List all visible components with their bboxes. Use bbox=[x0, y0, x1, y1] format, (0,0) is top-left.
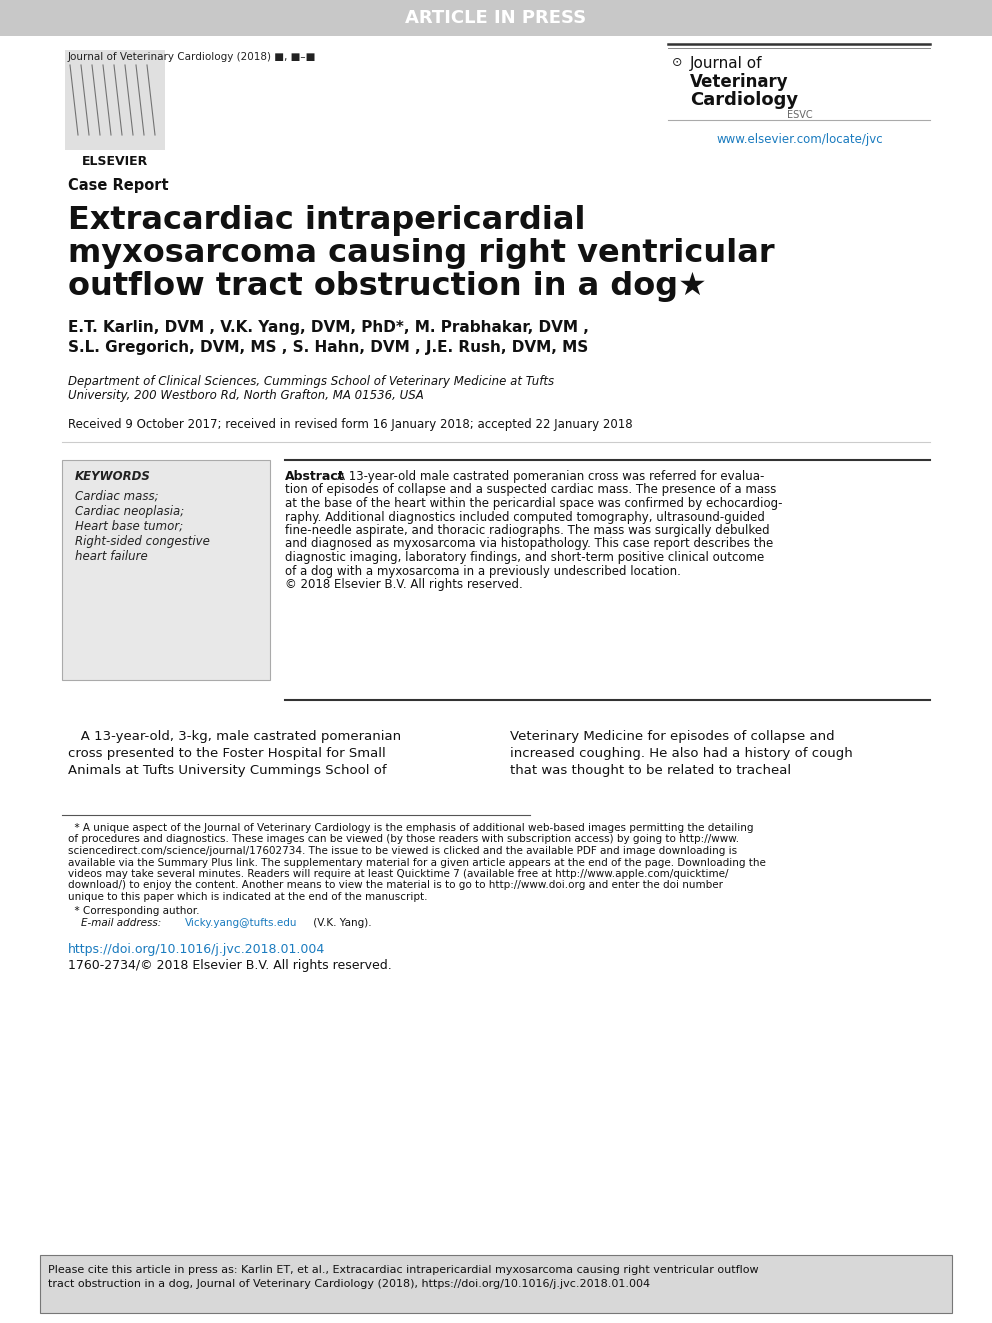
Text: ELSEVIER: ELSEVIER bbox=[82, 155, 148, 168]
Text: University, 200 Westboro Rd, North Grafton, MA 01536, USA: University, 200 Westboro Rd, North Graft… bbox=[68, 389, 424, 402]
Text: tract obstruction in a dog, Journal of Veterinary Cardiology (2018), https://doi: tract obstruction in a dog, Journal of V… bbox=[48, 1279, 650, 1289]
Text: increased coughing. He also had a history of cough: increased coughing. He also had a histor… bbox=[510, 747, 853, 759]
Text: Department of Clinical Sciences, Cummings School of Veterinary Medicine at Tufts: Department of Clinical Sciences, Cumming… bbox=[68, 374, 555, 388]
Text: S.L. Gregorich, DVM, MS , S. Hahn, DVM , J.E. Rush, DVM, MS: S.L. Gregorich, DVM, MS , S. Hahn, DVM ,… bbox=[68, 340, 588, 355]
Text: https://doi.org/10.1016/j.jvc.2018.01.004: https://doi.org/10.1016/j.jvc.2018.01.00… bbox=[68, 943, 325, 957]
Text: tion of episodes of collapse and a suspected cardiac mass. The presence of a mas: tion of episodes of collapse and a suspe… bbox=[285, 483, 777, 496]
Bar bbox=[62, 460, 270, 680]
Text: download/) to enjoy the content. Another means to view the material is to go to : download/) to enjoy the content. Another… bbox=[68, 881, 723, 890]
Text: Journal of Veterinary Cardiology (2018) ■, ■–■: Journal of Veterinary Cardiology (2018) … bbox=[68, 52, 316, 62]
Text: cross presented to the Foster Hospital for Small: cross presented to the Foster Hospital f… bbox=[68, 747, 386, 759]
Text: Veterinary: Veterinary bbox=[690, 73, 789, 91]
Text: sciencedirect.com/science/journal/17602734. The issue to be viewed is clicked an: sciencedirect.com/science/journal/176027… bbox=[68, 845, 737, 856]
Text: Heart base tumor;: Heart base tumor; bbox=[75, 520, 184, 533]
Text: 1760-2734/© 2018 Elsevier B.V. All rights reserved.: 1760-2734/© 2018 Elsevier B.V. All right… bbox=[68, 959, 392, 972]
Text: © 2018 Elsevier B.V. All rights reserved.: © 2018 Elsevier B.V. All rights reserved… bbox=[285, 578, 523, 591]
Text: Journal of: Journal of bbox=[690, 56, 763, 71]
Text: heart failure: heart failure bbox=[75, 550, 148, 564]
Text: Animals at Tufts University Cummings School of: Animals at Tufts University Cummings Sch… bbox=[68, 763, 387, 777]
Text: www.elsevier.com/locate/jvc: www.elsevier.com/locate/jvc bbox=[716, 134, 883, 146]
Text: of procedures and diagnostics. These images can be viewed (by those readers with: of procedures and diagnostics. These ima… bbox=[68, 835, 739, 844]
Text: E-mail address:: E-mail address: bbox=[68, 918, 162, 929]
Bar bbox=[0, 0, 992, 36]
Text: Vicky.yang@tufts.edu: Vicky.yang@tufts.edu bbox=[185, 918, 298, 929]
Text: at the base of the heart within the pericardial space was confirmed by echocardi: at the base of the heart within the peri… bbox=[285, 497, 783, 509]
Text: ESVC: ESVC bbox=[788, 110, 812, 120]
Text: outflow tract obstruction in a dog★: outflow tract obstruction in a dog★ bbox=[68, 271, 707, 302]
Text: of a dog with a myxosarcoma in a previously undescribed location.: of a dog with a myxosarcoma in a previou… bbox=[285, 565, 681, 578]
Text: Please cite this article in press as: Karlin ET, et al., Extracardiac intraperic: Please cite this article in press as: Ka… bbox=[48, 1265, 759, 1275]
Text: and diagnosed as myxosarcoma via histopathology. This case report describes the: and diagnosed as myxosarcoma via histopa… bbox=[285, 537, 773, 550]
Text: Cardiac mass;: Cardiac mass; bbox=[75, 490, 159, 503]
Text: raphy. Additional diagnostics included computed tomography, ultrasound-guided: raphy. Additional diagnostics included c… bbox=[285, 511, 765, 524]
Text: * Corresponding author.: * Corresponding author. bbox=[68, 905, 199, 916]
Text: Abstract: Abstract bbox=[285, 470, 344, 483]
Text: (V.K. Yang).: (V.K. Yang). bbox=[310, 918, 372, 929]
Text: Cardiology: Cardiology bbox=[690, 91, 799, 108]
Bar bbox=[65, 50, 165, 149]
Text: ⊙: ⊙ bbox=[672, 56, 682, 69]
Text: videos may take several minutes. Readers will require at least Quicktime 7 (avai: videos may take several minutes. Readers… bbox=[68, 869, 728, 878]
Text: unique to this paper which is indicated at the end of the manuscript.: unique to this paper which is indicated … bbox=[68, 892, 428, 902]
Text: available via the Summary Plus link. The supplementary material for a given arti: available via the Summary Plus link. The… bbox=[68, 857, 766, 868]
Text: Cardiac neoplasia;: Cardiac neoplasia; bbox=[75, 505, 185, 519]
Text: myxosarcoma causing right ventricular: myxosarcoma causing right ventricular bbox=[68, 238, 775, 269]
Text: ARTICLE IN PRESS: ARTICLE IN PRESS bbox=[406, 9, 586, 26]
Text: Right-sided congestive: Right-sided congestive bbox=[75, 534, 210, 548]
Text: KEYWORDS: KEYWORDS bbox=[75, 470, 151, 483]
Text: A 13-year-old male castrated pomeranian cross was referred for evalua-: A 13-year-old male castrated pomeranian … bbox=[337, 470, 765, 483]
Text: that was thought to be related to tracheal: that was thought to be related to trache… bbox=[510, 763, 792, 777]
Text: Received 9 October 2017; received in revised form 16 January 2018; accepted 22 J: Received 9 October 2017; received in rev… bbox=[68, 418, 633, 431]
Text: diagnostic imaging, laboratory findings, and short-term positive clinical outcom: diagnostic imaging, laboratory findings,… bbox=[285, 550, 764, 564]
Text: A 13-year-old, 3-kg, male castrated pomeranian: A 13-year-old, 3-kg, male castrated pome… bbox=[68, 730, 401, 744]
Text: Extracardiac intrapericardial: Extracardiac intrapericardial bbox=[68, 205, 585, 235]
Text: * A unique aspect of the Journal of Veterinary Cardiology is the emphasis of add: * A unique aspect of the Journal of Vete… bbox=[68, 823, 754, 833]
Bar bbox=[40, 1256, 952, 1312]
Text: fine-needle aspirate, and thoracic radiographs. The mass was surgically debulked: fine-needle aspirate, and thoracic radio… bbox=[285, 524, 770, 537]
Text: Case Report: Case Report bbox=[68, 179, 169, 193]
Text: Veterinary Medicine for episodes of collapse and: Veterinary Medicine for episodes of coll… bbox=[510, 730, 834, 744]
Text: E.T. Karlin, DVM , V.K. Yang, DVM, PhD*, M. Prabhakar, DVM ,: E.T. Karlin, DVM , V.K. Yang, DVM, PhD*,… bbox=[68, 320, 589, 335]
